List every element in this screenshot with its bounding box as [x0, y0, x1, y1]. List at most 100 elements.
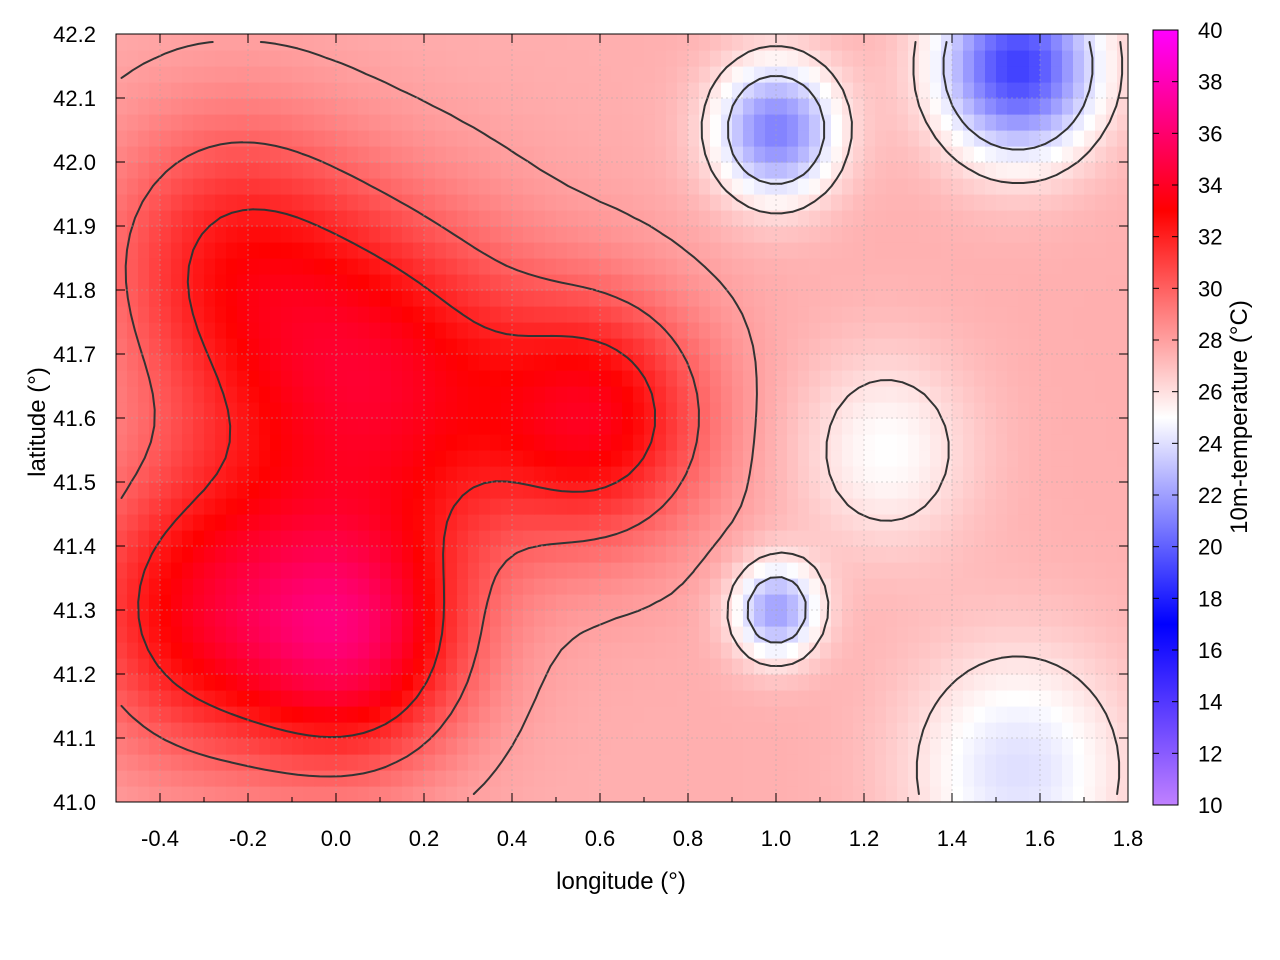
heatmap-cell: [1051, 578, 1063, 595]
heatmap-cell: [578, 706, 590, 723]
heatmap-cell: [1095, 530, 1107, 547]
heatmap-cell: [622, 50, 634, 67]
heatmap-cell: [512, 658, 524, 675]
heatmap-cell: [996, 722, 1008, 739]
heatmap-cell: [875, 530, 887, 547]
heatmap-cell: [985, 578, 997, 595]
heatmap-cell: [490, 610, 502, 627]
heatmap-cell: [1062, 226, 1074, 243]
heatmap-cell: [523, 226, 535, 243]
heatmap-cell: [798, 674, 810, 691]
heatmap-cell: [633, 322, 645, 339]
heatmap-cell: [490, 34, 502, 51]
y-tick-label: 41.7: [53, 342, 96, 367]
heatmap-cell: [314, 306, 326, 323]
heatmap-cell: [952, 626, 964, 643]
heatmap-cell: [512, 274, 524, 291]
heatmap-cell: [479, 274, 491, 291]
heatmap-cell: [666, 306, 678, 323]
heatmap-cell: [952, 322, 964, 339]
heatmap-cell: [369, 642, 381, 659]
heatmap-cell: [1007, 690, 1019, 707]
heatmap-cell: [963, 290, 975, 307]
heatmap-cell: [490, 402, 502, 419]
heatmap-cell: [1117, 146, 1128, 163]
heatmap-cell: [149, 610, 161, 627]
heatmap-cell: [589, 130, 601, 147]
heatmap-cell: [259, 98, 271, 115]
heatmap-cell: [754, 34, 766, 51]
heatmap-cell: [127, 546, 139, 563]
heatmap-cell: [523, 146, 535, 163]
heatmap-cell: [160, 754, 172, 771]
heatmap-cell: [347, 194, 359, 211]
heatmap-cell: [1106, 690, 1118, 707]
heatmap-cell: [501, 290, 513, 307]
heatmap-cell: [820, 482, 832, 499]
heatmap-cell: [160, 706, 172, 723]
heatmap-cell: [303, 386, 315, 403]
heatmap-cell: [974, 578, 986, 595]
heatmap-cell: [743, 434, 755, 451]
heatmap-cell: [281, 82, 293, 99]
heatmap-cell: [963, 98, 975, 115]
heatmap-cell: [875, 786, 887, 802]
heatmap-cell: [1095, 194, 1107, 211]
heatmap-cell: [1106, 402, 1118, 419]
heatmap-cell: [611, 434, 623, 451]
heatmap-cell: [589, 322, 601, 339]
heatmap-cell: [116, 690, 128, 707]
heatmap-cell: [303, 450, 315, 467]
heatmap-cell: [325, 338, 337, 355]
heatmap-cell: [864, 482, 876, 499]
heatmap-cell: [347, 642, 359, 659]
heatmap-cell: [479, 498, 491, 515]
heatmap-cell: [1084, 450, 1096, 467]
heatmap-cell: [578, 466, 590, 483]
heatmap-cell: [380, 242, 392, 259]
heatmap-cell: [688, 482, 700, 499]
heatmap-cell: [347, 434, 359, 451]
heatmap-cell: [831, 146, 843, 163]
heatmap-cell: [600, 130, 612, 147]
heatmap-cell: [710, 722, 722, 739]
heatmap-cell: [369, 546, 381, 563]
heatmap-cell: [743, 50, 755, 67]
heatmap-cell: [413, 210, 425, 227]
colorbar-tick-label: 18: [1198, 586, 1222, 611]
heatmap-cell: [941, 178, 953, 195]
heatmap-cell: [413, 626, 425, 643]
heatmap-cell: [237, 754, 249, 771]
heatmap-cell: [655, 306, 667, 323]
heatmap-cell: [875, 482, 887, 499]
heatmap-cell: [919, 114, 931, 131]
heatmap-cell: [391, 418, 403, 435]
heatmap-cell: [589, 498, 601, 515]
heatmap-cell: [413, 722, 425, 739]
heatmap-cell: [215, 482, 227, 499]
heatmap-cell: [820, 34, 832, 51]
heatmap-cell: [226, 674, 238, 691]
heatmap-cell: [666, 594, 678, 611]
heatmap-cell: [985, 98, 997, 115]
heatmap-cell: [479, 546, 491, 563]
heatmap-cell: [611, 162, 623, 179]
heatmap-cell: [446, 434, 458, 451]
heatmap-cell: [600, 354, 612, 371]
heatmap-cell: [380, 34, 392, 51]
heatmap-cell: [787, 178, 799, 195]
heatmap-cell: [182, 370, 194, 387]
heatmap-cell: [556, 722, 568, 739]
heatmap-cell: [677, 498, 689, 515]
heatmap-cell: [831, 306, 843, 323]
heatmap-cell: [963, 706, 975, 723]
heatmap-cell: [875, 450, 887, 467]
heatmap-cell: [886, 258, 898, 275]
heatmap-cell: [974, 658, 986, 675]
heatmap-cell: [688, 274, 700, 291]
heatmap-cell: [127, 82, 139, 99]
heatmap-cell: [820, 706, 832, 723]
heatmap-cell: [787, 658, 799, 675]
heatmap-cell: [732, 354, 744, 371]
heatmap-cell: [226, 338, 238, 355]
